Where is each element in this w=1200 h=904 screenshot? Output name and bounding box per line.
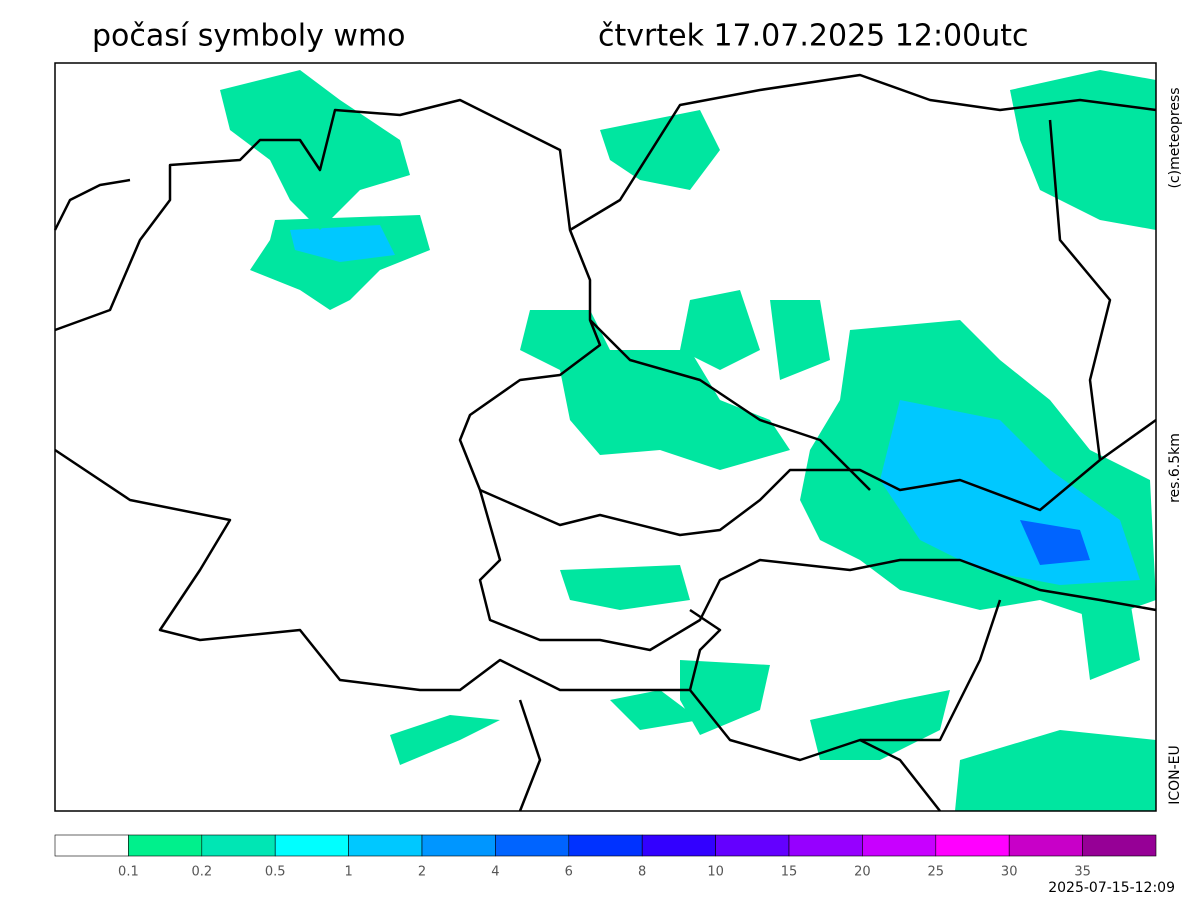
precip-area (610, 690, 700, 730)
colorbar-segment (715, 834, 790, 857)
run-time: 2025-07-15-12:09 (1048, 880, 1175, 896)
border-line (688, 608, 722, 691)
border-line (54, 98, 1157, 537)
colorbar-segment (788, 834, 863, 857)
colorbar-label: 0.1 (118, 865, 139, 880)
colorbar-segment (1008, 834, 1083, 857)
colorbar-label: 1 (344, 865, 352, 880)
precip-area (220, 70, 410, 230)
precip-area (600, 110, 720, 190)
border-line (859, 738, 941, 812)
map (53, 62, 1157, 812)
border-line (589, 319, 871, 491)
border-line (569, 73, 1157, 232)
colorbar-segment (348, 834, 423, 857)
colorbar-label: 15 (781, 865, 798, 880)
map-frame (54, 62, 1157, 812)
border-line (1048, 119, 1112, 461)
colorbar-segment (935, 834, 1010, 857)
colorbar-segment (568, 834, 643, 857)
border-line (518, 699, 542, 812)
colorbar-segment (495, 834, 570, 857)
colorbar-segment (128, 834, 203, 857)
border-line (53, 178, 131, 231)
precip-area (680, 290, 760, 370)
colorbar-label: 2 (418, 865, 426, 880)
copyright-label: (c)meteopress (1167, 87, 1183, 188)
colorbar-label: 0.2 (191, 865, 212, 880)
colorbar-label: 0.5 (265, 865, 286, 880)
precip-area (560, 565, 690, 610)
model-label: ICON-EU (1167, 745, 1183, 805)
colorbar-segment (1082, 834, 1157, 857)
precip-area (390, 715, 500, 765)
colorbar-segment (641, 834, 716, 857)
colorbar-label: 25 (928, 865, 945, 880)
border-line (54, 448, 1002, 762)
colorbar-label: 20 (854, 865, 871, 880)
resolution-label: res.6.5km (1167, 433, 1183, 503)
precip-area (520, 310, 790, 470)
colorbar-segment (862, 834, 937, 857)
precip-area (290, 225, 395, 262)
colorbar-label: 6 (565, 865, 573, 880)
precip-area (810, 690, 950, 760)
map-title: počasí symboly wmo (92, 19, 406, 54)
colorbar-segment (201, 834, 276, 857)
colorbar-label: 30 (1001, 865, 1018, 880)
colorbar-segment (421, 834, 496, 857)
border-line (478, 489, 1157, 652)
colorbar-label: 10 (707, 865, 724, 880)
precip-area (1080, 600, 1140, 680)
precip-area (770, 300, 830, 380)
colorbar-segment (274, 834, 349, 857)
precip-area (1020, 520, 1090, 565)
colorbar-segment (54, 834, 129, 857)
colorbar-label: 35 (1074, 865, 1091, 880)
precip-area (955, 730, 1156, 811)
colorbar: 0.1 0.2 0.5 1 2 4 6 8 10 15 20 25 30 35 (54, 834, 1157, 880)
colorbar-label: 8 (638, 865, 646, 880)
precip-area (1010, 70, 1156, 230)
valid-time: čtvrtek 17.07.2025 12:00utc (598, 19, 1029, 54)
precip-area (680, 660, 770, 735)
colorbar-label: 4 (491, 865, 499, 880)
